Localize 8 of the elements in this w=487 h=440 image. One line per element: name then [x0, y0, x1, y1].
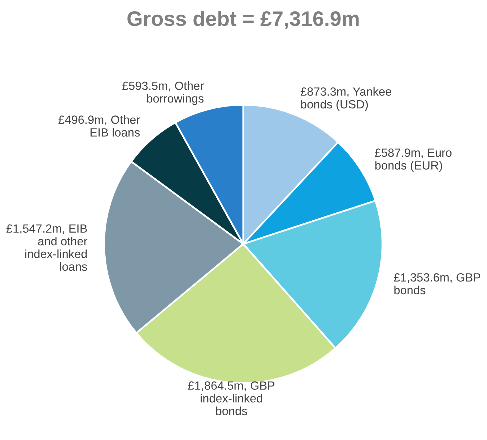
slice-label: £1,353.6m, GBP bonds	[394, 273, 481, 295]
slice-label: £587.9m, Euro bonds (EUR)	[375, 148, 452, 172]
slice-label: £593.5m, Other borrowings	[122, 82, 204, 106]
slice-label: £1,547.2m, EIB and other index-linked loans	[6, 224, 88, 272]
slice-label: £1,864.5m, GBP index-linked bonds	[188, 382, 275, 416]
slice-label: £873.3m, Yankee bonds (USD)	[300, 87, 392, 112]
chart-title: Gross debt = £7,316.9m	[128, 11, 359, 30]
slice-label: £496.9m, Other EIB loans	[58, 115, 140, 137]
